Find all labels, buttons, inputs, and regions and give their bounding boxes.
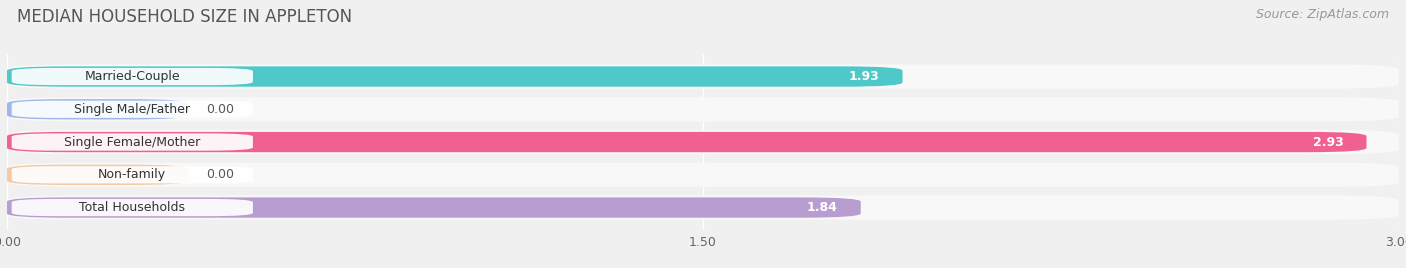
FancyBboxPatch shape — [11, 101, 253, 118]
FancyBboxPatch shape — [7, 97, 1399, 121]
Text: 1.84: 1.84 — [807, 201, 838, 214]
Text: 1.93: 1.93 — [849, 70, 879, 83]
Text: 0.00: 0.00 — [207, 103, 235, 116]
Text: Total Households: Total Households — [79, 201, 186, 214]
Text: Married-Couple: Married-Couple — [84, 70, 180, 83]
Text: Source: ZipAtlas.com: Source: ZipAtlas.com — [1256, 8, 1389, 21]
FancyBboxPatch shape — [7, 66, 903, 87]
Text: Single Male/Father: Single Male/Father — [75, 103, 190, 116]
FancyBboxPatch shape — [7, 99, 188, 120]
FancyBboxPatch shape — [7, 132, 1367, 152]
Text: MEDIAN HOUSEHOLD SIZE IN APPLETON: MEDIAN HOUSEHOLD SIZE IN APPLETON — [17, 8, 352, 26]
FancyBboxPatch shape — [11, 166, 253, 183]
Text: 0.00: 0.00 — [207, 168, 235, 181]
Text: Single Female/Mother: Single Female/Mother — [65, 136, 201, 148]
FancyBboxPatch shape — [7, 195, 1399, 220]
FancyBboxPatch shape — [11, 199, 253, 216]
FancyBboxPatch shape — [7, 165, 188, 185]
Text: 2.93: 2.93 — [1313, 136, 1343, 148]
FancyBboxPatch shape — [7, 64, 1399, 89]
FancyBboxPatch shape — [7, 163, 1399, 187]
FancyBboxPatch shape — [7, 198, 860, 218]
Text: Non-family: Non-family — [98, 168, 166, 181]
FancyBboxPatch shape — [7, 130, 1399, 154]
FancyBboxPatch shape — [11, 133, 253, 151]
FancyBboxPatch shape — [11, 68, 253, 85]
